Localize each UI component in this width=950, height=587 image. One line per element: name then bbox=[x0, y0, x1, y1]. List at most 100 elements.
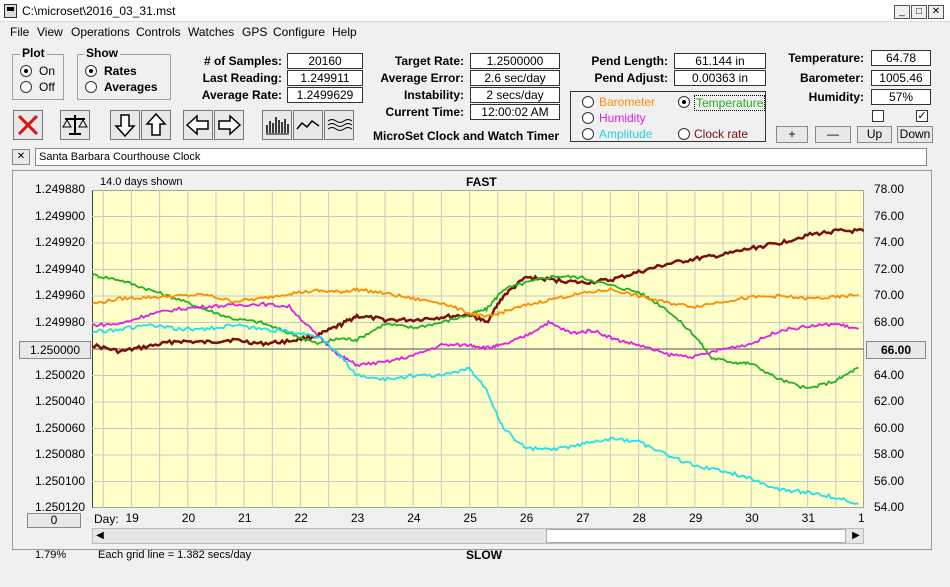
x-tick-label: 21 bbox=[238, 511, 252, 525]
plot-on-label: On bbox=[39, 64, 56, 78]
line-graph-button[interactable] bbox=[293, 110, 323, 140]
x-tick-label: 22 bbox=[294, 511, 308, 525]
last-reading-value: 1.249911 bbox=[287, 70, 363, 86]
histogram-button[interactable] bbox=[262, 110, 292, 140]
y-left-tick-label: 1.250040 bbox=[34, 394, 85, 408]
wave-button[interactable] bbox=[324, 110, 354, 140]
barometer-option: Barometer bbox=[599, 95, 656, 109]
scrollbar-thumb[interactable] bbox=[546, 529, 846, 543]
balance-button[interactable] bbox=[60, 110, 90, 140]
show-rates-label: Rates bbox=[104, 64, 137, 78]
amplitude-radio[interactable] bbox=[582, 128, 594, 140]
minimize-button[interactable]: _ bbox=[894, 5, 910, 19]
menu-gps[interactable]: GPS bbox=[242, 25, 268, 39]
x-tick-label: 30 bbox=[745, 511, 759, 525]
y-right-tick-label: 54.00 bbox=[874, 500, 905, 514]
line-graph-icon bbox=[296, 119, 320, 130]
scroll-left-icon[interactable]: ◀ bbox=[96, 530, 104, 541]
y-left-tick-label: 1.249980 bbox=[34, 314, 85, 329]
stop-button[interactable] bbox=[13, 110, 43, 140]
x-tick-label: 28 bbox=[632, 511, 646, 525]
y-right-tick-label: 74.00 bbox=[874, 235, 905, 249]
up-button[interactable]: Up bbox=[857, 126, 892, 143]
left-value-button[interactable]: 1.250000 bbox=[19, 341, 91, 359]
x-tick-label: 31 bbox=[801, 511, 815, 525]
average-rate-value: 1.2499629 bbox=[287, 87, 363, 103]
plot-off-label: Off bbox=[39, 80, 55, 94]
y-left-tick-label: 1.250020 bbox=[34, 367, 85, 382]
menu-help[interactable]: Help bbox=[332, 25, 357, 39]
title-bar: C:\microset\2016_03_31.mst _ □ ✕ bbox=[0, 0, 950, 22]
temperature-radio[interactable] bbox=[678, 96, 690, 108]
days-shown-label: 14.0 days shown bbox=[100, 176, 183, 188]
menu-view[interactable]: View bbox=[37, 25, 63, 39]
y-left-tick-label: 1.249920 bbox=[34, 235, 85, 249]
down-arrow-button[interactable] bbox=[110, 110, 140, 140]
y-right-tick-label: 62.00 bbox=[874, 394, 905, 408]
y-left-tick-label: 1.249960 bbox=[34, 288, 85, 302]
x-tick-label: 24 bbox=[407, 511, 421, 525]
arrow-right-icon bbox=[218, 114, 242, 136]
x-tick-label: 29 bbox=[688, 511, 703, 525]
pend-length-value: 61.144 in bbox=[674, 53, 766, 69]
plot-group bbox=[12, 54, 64, 100]
samples-label: # of Samples: bbox=[203, 54, 282, 68]
menu-configure[interactable]: Configure bbox=[273, 25, 326, 39]
pend-adjust-value: 0.00363 in bbox=[674, 70, 766, 86]
menu-operations[interactable]: Operations bbox=[71, 25, 130, 39]
y-left-tick-label: 1.250080 bbox=[34, 447, 85, 461]
y-right-tick-label: 76.00 bbox=[874, 208, 905, 223]
clock-rate-option: Clock rate bbox=[694, 127, 749, 141]
y-right-tick-label: 64.00 bbox=[874, 367, 905, 382]
menu-watches[interactable]: Watches bbox=[188, 25, 235, 39]
show-group bbox=[77, 54, 171, 100]
y-right-tick-label: 68.00 bbox=[874, 314, 905, 329]
clock-name-field[interactable]: Santa Barbara Courthouse Clock bbox=[35, 148, 927, 166]
red-x-icon bbox=[17, 114, 39, 136]
humidity-option: Humidity bbox=[599, 111, 646, 125]
rate-chart bbox=[92, 190, 864, 508]
y-left-tick-label: 1.250120 bbox=[34, 500, 85, 514]
left-arrow-button[interactable] bbox=[183, 110, 213, 140]
barometer-value: 1005.46 bbox=[871, 70, 931, 86]
minus-button[interactable]: — bbox=[815, 126, 851, 143]
arrow-down-icon bbox=[114, 114, 136, 138]
y-right-tick-label: 58.00 bbox=[874, 447, 905, 461]
maximize-button[interactable]: □ bbox=[911, 5, 927, 19]
zero-button[interactable]: 0 bbox=[27, 513, 81, 528]
barometer-radio[interactable] bbox=[582, 96, 594, 108]
humidity-series-line bbox=[92, 301, 859, 368]
right-arrow-button[interactable] bbox=[214, 110, 244, 140]
x-tick-label: 27 bbox=[576, 511, 590, 525]
menu-controls[interactable]: Controls bbox=[136, 25, 181, 39]
up-arrow-button[interactable] bbox=[141, 110, 171, 140]
humidity-label: Humidity: bbox=[808, 90, 864, 104]
average-rate-label: Average Rate: bbox=[201, 88, 282, 102]
y-left-tick-label: 1.250100 bbox=[34, 473, 85, 488]
show-rates-radio[interactable] bbox=[85, 65, 97, 77]
show-averages-radio[interactable] bbox=[85, 81, 97, 93]
close-window-button[interactable]: ✕ bbox=[928, 5, 944, 19]
plot-off-radio[interactable] bbox=[20, 81, 32, 93]
plus-button[interactable]: + bbox=[776, 126, 808, 143]
checkbox-left[interactable] bbox=[872, 110, 884, 122]
amplitude-option: Amplitude bbox=[599, 127, 653, 141]
instability-value: 2 secs/day bbox=[470, 87, 560, 103]
slow-label: SLOW bbox=[466, 548, 502, 562]
checkbox-right-checked[interactable]: ✓ bbox=[916, 110, 928, 122]
average-error-value: 2.6 sec/day bbox=[470, 70, 560, 86]
series-options bbox=[570, 91, 766, 142]
scroll-right-icon[interactable]: ▶ bbox=[852, 530, 860, 541]
app-icon bbox=[4, 4, 17, 18]
humidity-radio[interactable] bbox=[582, 112, 594, 124]
current-time-label: Current Time: bbox=[385, 105, 464, 119]
right-value-button[interactable]: 66.00 bbox=[866, 341, 926, 359]
clear-clock-button[interactable]: ✕ bbox=[12, 149, 30, 165]
clock-rate-radio[interactable] bbox=[678, 128, 690, 140]
fast-label: FAST bbox=[466, 175, 497, 189]
balance-scale-icon bbox=[62, 115, 88, 135]
plot-on-radio[interactable] bbox=[20, 65, 32, 77]
menu-file[interactable]: File bbox=[10, 25, 30, 39]
y-left-tick-label: 1.249900 bbox=[34, 208, 85, 223]
down-button[interactable]: Down bbox=[897, 126, 933, 143]
